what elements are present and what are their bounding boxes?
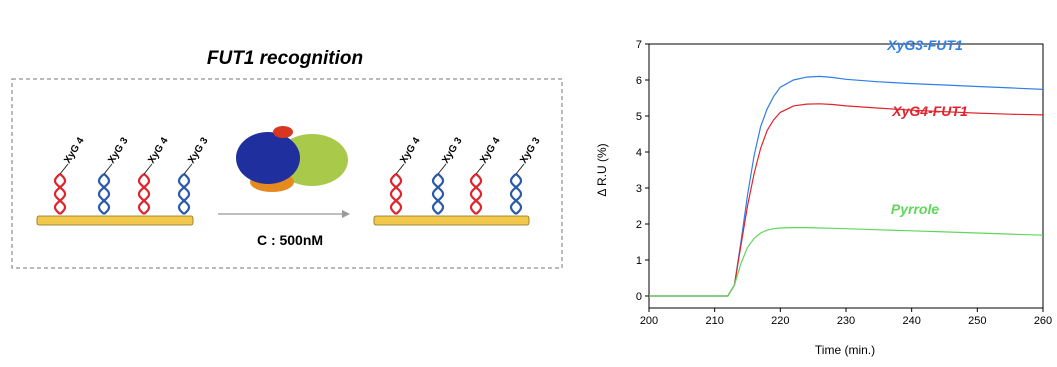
x-tick-label: 210 xyxy=(705,315,723,327)
y-tick-label: 7 xyxy=(636,39,642,51)
strand-label: XyG 3 xyxy=(518,135,543,165)
series-line xyxy=(649,75,1044,297)
dashed-box xyxy=(11,78,563,269)
surface xyxy=(373,215,530,226)
helix xyxy=(97,173,111,215)
helix xyxy=(177,173,191,215)
linker xyxy=(475,163,485,175)
y-tick-label: 1 xyxy=(636,255,642,267)
series-label: XyG3-FUT1 xyxy=(886,37,963,53)
linker xyxy=(395,163,405,175)
diagram-title: FUT1 recognition xyxy=(207,48,363,69)
diagram: FUT1 recognition C : 500nM XyG 4 XyG 3 XyG… xyxy=(11,48,563,269)
x-tick-label: 200 xyxy=(640,315,658,327)
helix xyxy=(137,173,151,215)
linker xyxy=(515,163,525,175)
y-tick-label: 0 xyxy=(636,291,642,303)
x-tick-label: 260 xyxy=(1034,315,1052,327)
y-tick-label: 4 xyxy=(636,147,642,159)
linker xyxy=(103,163,113,175)
strand-label: XyG 4 xyxy=(398,135,423,165)
helix xyxy=(509,173,523,215)
y-tick-label: 3 xyxy=(636,183,642,195)
protein xyxy=(236,126,348,192)
condition: C : 500nM xyxy=(257,232,323,248)
x-tick-label: 220 xyxy=(771,315,789,327)
helix xyxy=(97,173,111,215)
series-label: Pyrrole xyxy=(891,201,939,217)
helix xyxy=(53,173,67,215)
helix xyxy=(177,173,191,215)
strand-label: XyG 3 xyxy=(106,135,131,165)
x-tick-label: 230 xyxy=(837,315,855,327)
helix xyxy=(389,173,403,215)
y-tick-label: 5 xyxy=(636,111,642,123)
series-label: XyG4-FUT1 xyxy=(891,103,968,119)
helix xyxy=(431,173,445,215)
helix xyxy=(509,173,523,215)
helix xyxy=(469,173,483,215)
protein-domain xyxy=(273,126,293,138)
plot-frame xyxy=(648,43,1044,309)
linker xyxy=(437,163,447,175)
linker xyxy=(183,163,193,175)
series-line xyxy=(649,103,1044,297)
x-axis-label: Time (min.) xyxy=(815,343,875,357)
helix xyxy=(137,173,151,215)
helix xyxy=(53,173,67,215)
helix xyxy=(469,173,483,215)
strand-label: XyG 4 xyxy=(478,135,503,165)
strand-label: XyG 3 xyxy=(186,135,211,165)
series-line xyxy=(649,227,1044,297)
linker xyxy=(143,163,153,175)
x-tick-label: 250 xyxy=(968,315,986,327)
helix xyxy=(389,173,403,215)
protein-domain xyxy=(236,132,300,184)
y-axis-label: Δ R.U (%) xyxy=(595,143,609,196)
strand-label: XyG 3 xyxy=(440,135,465,165)
helix xyxy=(431,173,445,215)
chart: Time (min.) Δ R.U (%) 200 210 220 230 240 250… xyxy=(595,37,1052,357)
x-tick-label: 240 xyxy=(902,315,920,327)
y-tick-label: 6 xyxy=(636,75,642,87)
arrow-head xyxy=(342,210,350,218)
linker xyxy=(59,163,69,175)
y-tick-label: 2 xyxy=(636,219,642,231)
surface xyxy=(36,215,194,226)
strand-label: XyG 4 xyxy=(146,135,171,165)
strand-label: XyG 4 xyxy=(62,135,87,165)
